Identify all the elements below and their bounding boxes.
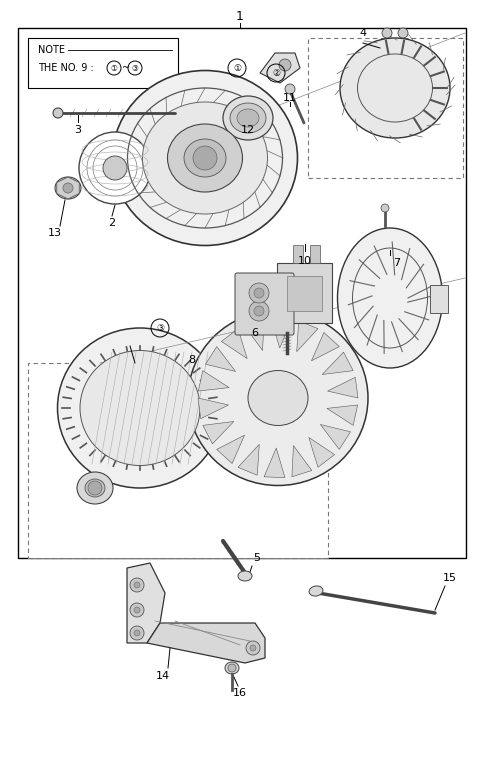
Ellipse shape bbox=[58, 328, 223, 488]
Ellipse shape bbox=[238, 571, 252, 581]
Ellipse shape bbox=[184, 139, 226, 177]
Bar bbox=[430, 285, 448, 313]
Circle shape bbox=[134, 607, 140, 613]
Text: 5: 5 bbox=[253, 553, 261, 563]
Text: 15: 15 bbox=[443, 573, 457, 583]
Ellipse shape bbox=[143, 102, 267, 214]
Polygon shape bbox=[198, 370, 229, 391]
Polygon shape bbox=[271, 318, 292, 348]
Text: 11: 11 bbox=[283, 93, 297, 103]
Bar bbox=[310, 245, 320, 263]
Circle shape bbox=[130, 578, 144, 592]
Ellipse shape bbox=[112, 71, 298, 246]
Text: ③: ③ bbox=[132, 64, 138, 72]
Polygon shape bbox=[321, 425, 350, 450]
Text: 1: 1 bbox=[236, 9, 244, 23]
Ellipse shape bbox=[55, 177, 81, 199]
Ellipse shape bbox=[168, 124, 242, 192]
Text: 16: 16 bbox=[233, 688, 247, 698]
FancyBboxPatch shape bbox=[235, 273, 294, 335]
Polygon shape bbox=[297, 321, 318, 352]
Ellipse shape bbox=[248, 370, 308, 426]
Circle shape bbox=[88, 481, 102, 495]
Bar bbox=[287, 276, 322, 311]
Text: 6: 6 bbox=[252, 328, 259, 338]
Circle shape bbox=[250, 645, 256, 651]
Ellipse shape bbox=[188, 310, 368, 485]
Circle shape bbox=[228, 664, 236, 672]
Polygon shape bbox=[309, 437, 335, 468]
Polygon shape bbox=[327, 377, 358, 398]
Text: 13: 13 bbox=[48, 228, 62, 238]
Bar bbox=[293, 245, 303, 263]
Text: 4: 4 bbox=[360, 28, 367, 38]
Circle shape bbox=[398, 28, 408, 38]
Text: ②: ② bbox=[272, 68, 280, 78]
Text: ③: ③ bbox=[156, 324, 164, 332]
Circle shape bbox=[249, 283, 269, 303]
Polygon shape bbox=[244, 319, 264, 350]
Circle shape bbox=[254, 288, 264, 298]
Ellipse shape bbox=[230, 103, 266, 133]
Polygon shape bbox=[221, 329, 247, 359]
Polygon shape bbox=[260, 53, 300, 83]
Polygon shape bbox=[312, 332, 339, 361]
Circle shape bbox=[134, 582, 140, 588]
Text: 10: 10 bbox=[298, 256, 312, 266]
Ellipse shape bbox=[337, 228, 443, 368]
Ellipse shape bbox=[77, 472, 113, 504]
Bar bbox=[28, 363, 328, 558]
Polygon shape bbox=[292, 446, 312, 477]
Circle shape bbox=[130, 603, 144, 617]
Ellipse shape bbox=[85, 479, 105, 497]
Polygon shape bbox=[205, 346, 236, 372]
Bar bbox=[308, 38, 463, 178]
Circle shape bbox=[279, 59, 291, 71]
Polygon shape bbox=[238, 444, 259, 475]
Text: 14: 14 bbox=[156, 671, 170, 681]
Text: 12: 12 bbox=[241, 125, 255, 135]
Polygon shape bbox=[203, 422, 234, 444]
Ellipse shape bbox=[309, 586, 323, 596]
Circle shape bbox=[285, 84, 295, 94]
Circle shape bbox=[63, 183, 73, 193]
Polygon shape bbox=[57, 177, 79, 199]
Text: 7: 7 bbox=[394, 258, 401, 268]
Ellipse shape bbox=[237, 109, 259, 127]
Circle shape bbox=[130, 626, 144, 640]
Text: 3: 3 bbox=[74, 125, 82, 135]
Text: ①: ① bbox=[110, 64, 118, 72]
Polygon shape bbox=[327, 405, 358, 426]
Text: 2: 2 bbox=[108, 218, 116, 228]
Bar bbox=[28, 38, 178, 88]
Ellipse shape bbox=[79, 132, 151, 204]
Text: ①: ① bbox=[233, 64, 241, 72]
Polygon shape bbox=[216, 435, 244, 464]
Bar bbox=[277, 263, 332, 323]
Ellipse shape bbox=[223, 96, 273, 140]
Circle shape bbox=[193, 146, 217, 170]
Ellipse shape bbox=[340, 38, 450, 138]
Circle shape bbox=[381, 204, 389, 212]
Bar bbox=[18, 28, 466, 558]
Circle shape bbox=[249, 301, 269, 321]
Ellipse shape bbox=[225, 662, 239, 674]
Polygon shape bbox=[147, 623, 265, 663]
Text: 8: 8 bbox=[189, 355, 195, 365]
Text: NOTE: NOTE bbox=[38, 45, 65, 55]
Circle shape bbox=[134, 630, 140, 636]
Polygon shape bbox=[322, 352, 353, 374]
Text: ~: ~ bbox=[122, 63, 130, 73]
Polygon shape bbox=[264, 448, 285, 478]
Ellipse shape bbox=[80, 351, 200, 465]
Circle shape bbox=[53, 108, 63, 118]
Circle shape bbox=[246, 641, 260, 655]
Polygon shape bbox=[198, 398, 228, 419]
Polygon shape bbox=[127, 563, 165, 643]
Circle shape bbox=[254, 306, 264, 316]
Circle shape bbox=[103, 156, 127, 180]
Circle shape bbox=[382, 28, 392, 38]
Text: THE NO. 9 :: THE NO. 9 : bbox=[38, 63, 94, 73]
